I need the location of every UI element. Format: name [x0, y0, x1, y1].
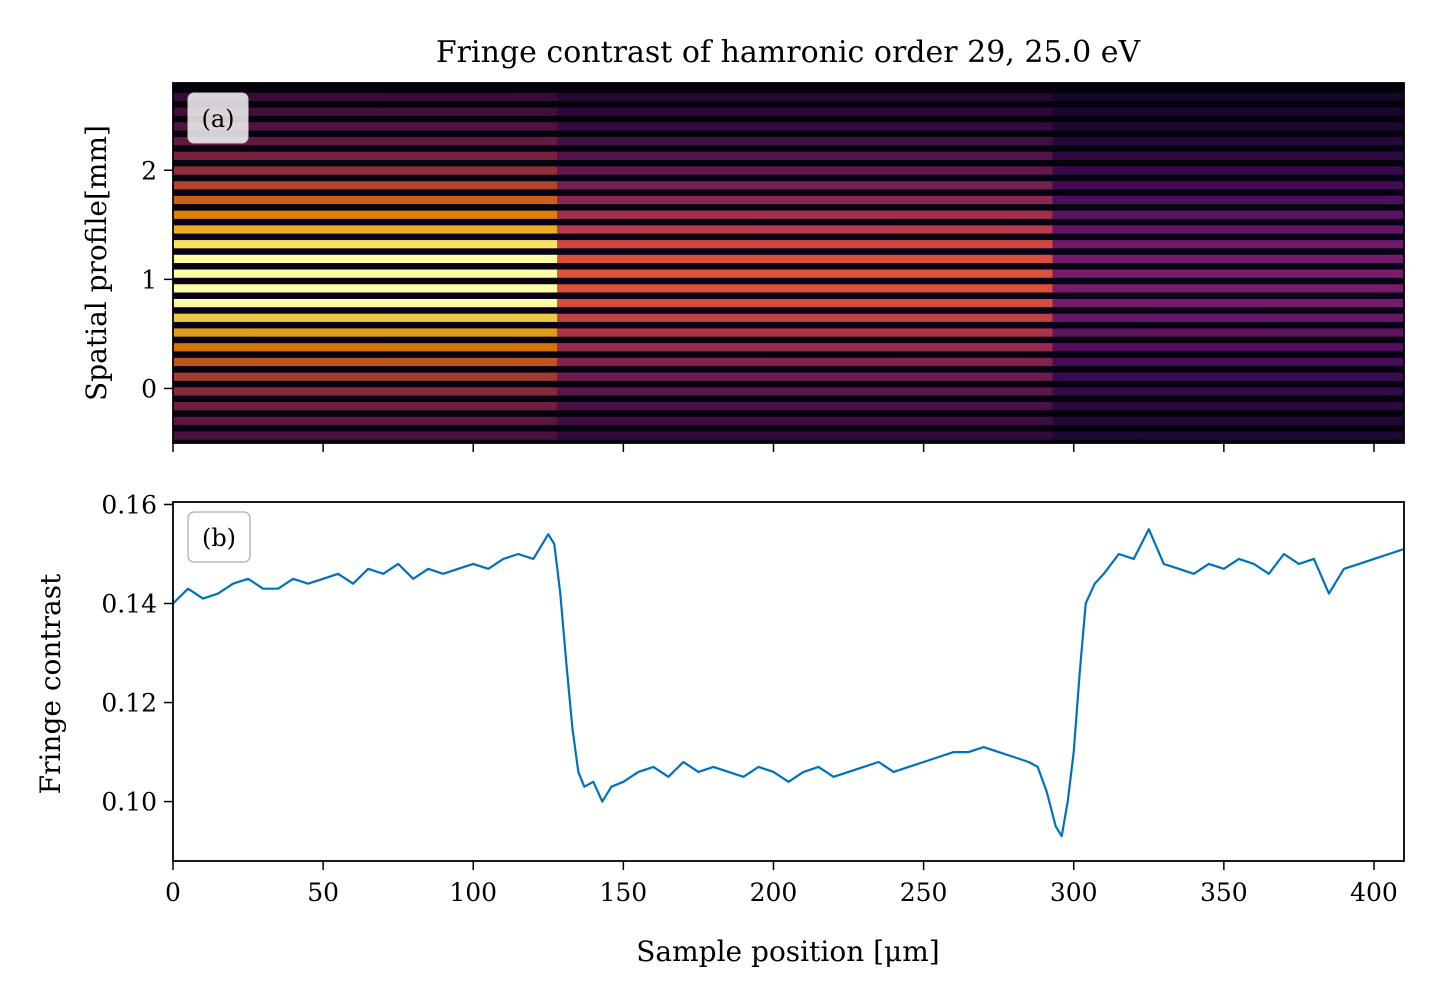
x-tick-label-b: 150: [600, 878, 648, 907]
panel-b-tag-box: [187, 511, 251, 563]
line-panel: 0.10 0.12 0.14 0.16 0 50 100 150 200 250 300 350 400…: [34, 490, 1405, 968]
heatmap-axes: 0 1 2: [141, 156, 1375, 452]
line-layer: [173, 528, 1404, 838]
x-tick-label-b: 400: [1350, 878, 1398, 907]
panel-a-tag-box: [187, 92, 249, 144]
line-axes: 0.10 0.12 0.14 0.16 0 50 100 150 200 250 300 350 400: [101, 490, 1398, 907]
x-axis-label: Sample position [μm]: [636, 935, 939, 968]
y-tick-label-a: 0: [141, 374, 157, 403]
y-tick-label-b: 0.14: [101, 590, 157, 619]
x-tick-label-b: 50: [307, 878, 339, 907]
y-tick-label-b: 0.16: [101, 490, 157, 519]
x-tick-label-b: 300: [1050, 878, 1098, 907]
y-tick-label-a: 1: [141, 265, 157, 294]
x-tick-label-b: 250: [900, 878, 948, 907]
x-tick-label-b: 200: [750, 878, 798, 907]
x-tick-label-b: 100: [449, 878, 497, 907]
y-axis-label-a: Spatial profile[mm]: [80, 125, 113, 401]
x-tick-label-b: 350: [1200, 878, 1248, 907]
y-tick-label-a: 2: [141, 156, 157, 185]
y-axis-label-b: Fringe contrast: [34, 573, 67, 794]
fringe-contrast-line: [173, 528, 1404, 838]
y-tick-label-b: 0.12: [101, 689, 157, 718]
y-tick-label-b: 0.10: [101, 788, 157, 817]
heatmap-frame: [172, 82, 1405, 444]
chart-title: Fringe contrast of hamronic order 29, 25…: [436, 35, 1142, 70]
line-plot-frame: [172, 501, 1405, 862]
beam-envelope-shading: [173, 83, 1404, 443]
x-tick-label-b: 0: [165, 878, 181, 907]
panel-a-tag: (a): [201, 105, 234, 133]
line-plot-background: [173, 502, 1404, 861]
heatmap-panel: 0 1 2 (a) Spatial profile[mm]: [80, 82, 1405, 452]
panel-b-tag: (b): [202, 524, 236, 552]
